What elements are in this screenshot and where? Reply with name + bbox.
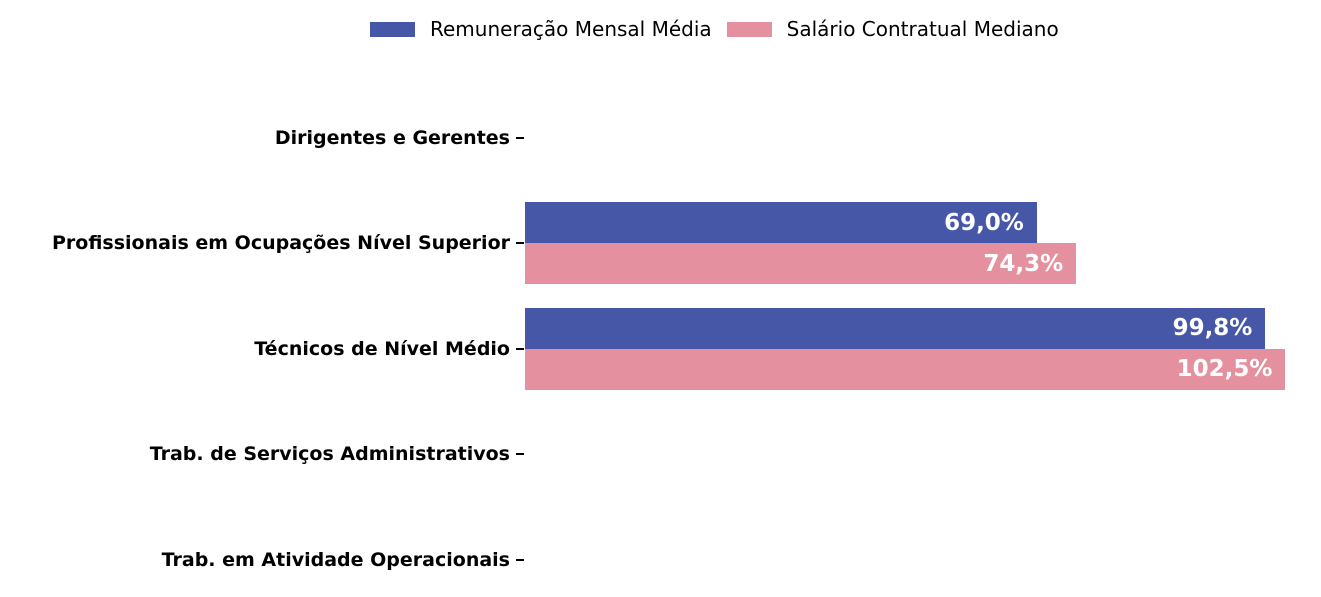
bar-remuneracao-mensal-media: 69,0% [525, 202, 1037, 244]
y-axis-tick [516, 558, 524, 561]
chart-legend: Remuneração Mensal Média Salário Contrat… [370, 17, 1059, 41]
legend-swatch-blue [370, 21, 415, 37]
category-label: Técnicos de Nível Médio [254, 337, 510, 360]
legend-label-salario: Salário Contratual Mediano [786, 17, 1059, 41]
bar-value-label: 99,8% [1172, 315, 1253, 342]
chart-row: Dirigentes e Gerentes [0, 85, 1321, 191]
y-axis-tick [516, 242, 524, 245]
bars-cell [525, 402, 1321, 508]
category-label: Trab. em Atividade Operacionais [161, 548, 510, 571]
category-label-cell: Profissionais em Ocupações Nível Superio… [0, 191, 525, 297]
bar-remuneracao-mensal-media: 99,8% [525, 307, 1266, 349]
chart-row: Técnicos de Nível Médio 99,8% 102,5% [0, 296, 1321, 402]
legend-item-remuneracao-mensal-media: Remuneração Mensal Média [370, 17, 712, 41]
category-label-cell: Trab. em Atividade Operacionais [0, 507, 525, 597]
bar-salario-contratual-mediano: 102,5% [525, 348, 1286, 390]
bar-salario-contratual-mediano: 74,3% [525, 243, 1077, 285]
legend-item-salario-contratual-mediano: Salário Contratual Mediano [726, 17, 1059, 41]
bar-value-label: 74,3% [983, 250, 1064, 277]
category-label: Profissionais em Ocupações Nível Superio… [51, 232, 510, 255]
category-label-cell: Trab. de Serviços Administrativos [0, 402, 525, 508]
category-label: Trab. de Serviços Administrativos [149, 443, 510, 466]
plot-area: Dirigentes e Gerentes Profissionais em Oc… [0, 85, 1321, 597]
y-axis-tick [516, 347, 524, 350]
bars-cell [525, 507, 1321, 597]
bars-cell: 69,0% 74,3% [525, 191, 1321, 297]
category-label-cell: Técnicos de Nível Médio [0, 296, 525, 402]
bars-cell: 99,8% 102,5% [525, 296, 1321, 402]
chart-row: Profissionais em Ocupações Nível Superio… [0, 191, 1321, 297]
legend-swatch-pink [726, 21, 772, 37]
bars-cell [525, 85, 1321, 191]
legend-label-remuneracao: Remuneração Mensal Média [430, 17, 712, 41]
category-label: Dirigentes e Gerentes [274, 126, 510, 149]
bar-value-label: 69,0% [944, 209, 1024, 236]
chart-row: Trab. de Serviços Administrativos [0, 402, 1321, 508]
chart-row: Trab. em Atividade Operacionais [0, 507, 1321, 597]
category-label-cell: Dirigentes e Gerentes [0, 85, 525, 191]
y-axis-tick [516, 136, 524, 139]
y-axis-tick [516, 453, 524, 456]
bar-value-label: 102,5% [1176, 356, 1273, 383]
